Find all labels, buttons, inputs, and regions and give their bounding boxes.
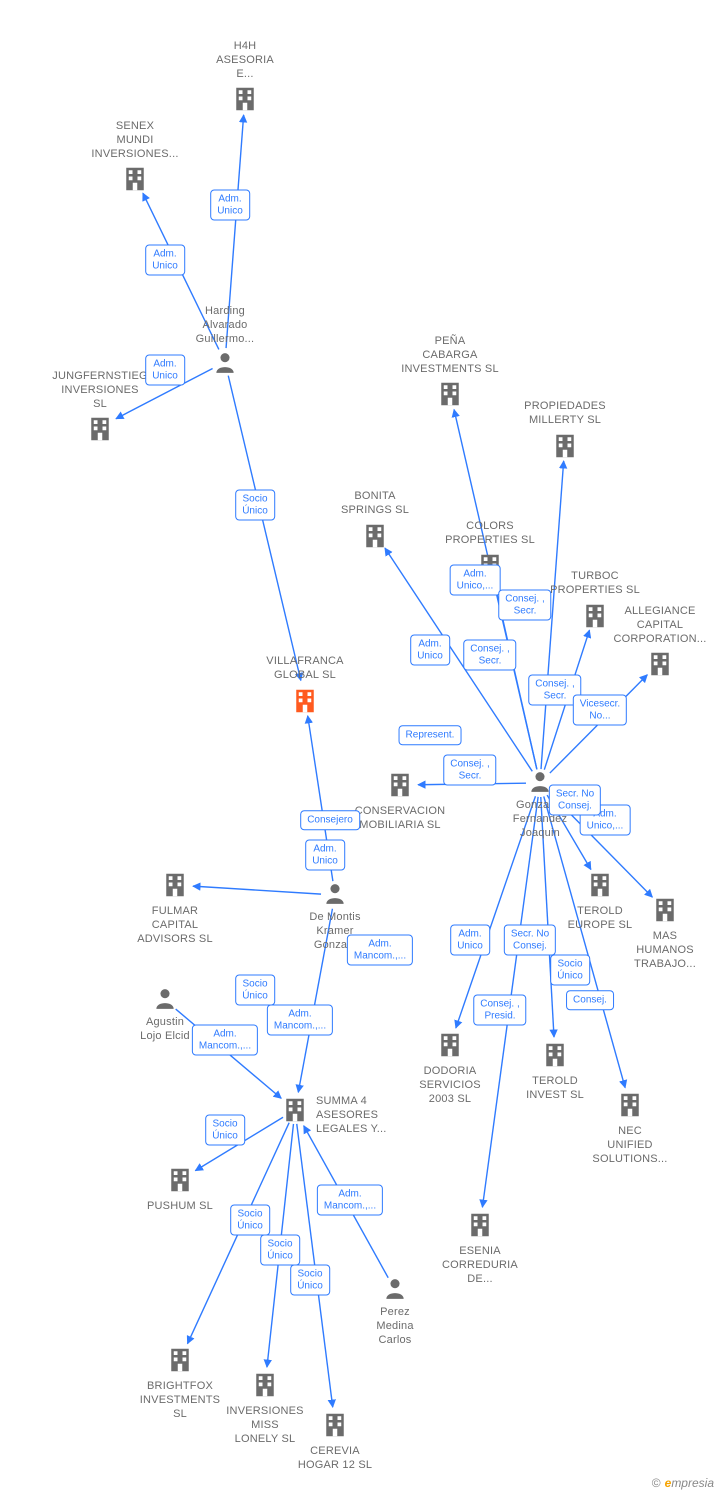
node-h4h[interactable]: H4HASESORIAE...: [190, 40, 300, 119]
node-label: TURBOCPROPERTIES SL: [540, 570, 650, 598]
node-nec[interactable]: NECUNIFIEDSOLUTIONS...: [575, 1090, 685, 1169]
edge-label: Consej. , Secr.: [498, 590, 551, 621]
edge-label: Consej. , Secr.: [443, 755, 496, 786]
edge-label: Socio Único: [205, 1115, 245, 1146]
node-cerevia[interactable]: CEREVIAHOGAR 12 SL: [280, 1410, 390, 1476]
edge-label: Adm. Unico: [410, 635, 450, 666]
node-label: H4HASESORIAE...: [190, 40, 300, 81]
node-label: FULMARCAPITALADVISORS SL: [120, 905, 230, 946]
edge-label: Adm. Mancom.,...: [192, 1025, 258, 1056]
node-label: PROPIEDADESMILLERTY SL: [510, 400, 620, 428]
copyright-symbol: ©: [652, 1476, 661, 1490]
company-icon: [230, 84, 260, 114]
node-label: PerezMedinaCarlos: [340, 1306, 450, 1347]
company-icon: [165, 1345, 195, 1375]
person-icon: [382, 1275, 408, 1301]
person-icon: [322, 880, 348, 906]
node-propmil[interactable]: PROPIEDADESMILLERTY SL: [510, 400, 620, 466]
node-label: ALLEGIANCECAPITALCORPORATION...: [605, 605, 715, 646]
edge-label: Adm. Unico: [145, 245, 185, 276]
edge-label: Adm. Unico,...: [450, 565, 501, 596]
company-icon: [650, 895, 680, 925]
node-conserv[interactable]: CONSERVACIONMOBILIARIA SL: [345, 770, 455, 836]
edge-label: Secr. No Consej.: [504, 925, 556, 956]
edge-label: Consej. , Presid.: [473, 995, 526, 1026]
company-icon: [645, 649, 675, 679]
edge-label: Represent.: [399, 725, 462, 745]
edge-label: Consej.: [566, 990, 614, 1010]
node-label: NECUNIFIEDSOLUTIONS...: [575, 1125, 685, 1166]
node-label: CONSERVACIONMOBILIARIA SL: [345, 805, 455, 833]
node-label: COLORSPROPERTIES SL: [435, 520, 545, 548]
edge-label: Socio Único: [550, 955, 590, 986]
node-label: VILLAFRANCAGLOBAL SL: [250, 655, 360, 683]
node-pushum[interactable]: PUSHUM SL: [125, 1165, 235, 1217]
node-villafranca[interactable]: VILLAFRANCAGLOBAL SL: [250, 655, 360, 721]
person-icon: [152, 985, 178, 1011]
network-diagram: H4HASESORIAE... SENEXMUNDIINVERSIONES...…: [0, 0, 728, 1500]
edge-label: Adm. Unico: [210, 190, 250, 221]
node-label: PUSHUM SL: [125, 1200, 235, 1214]
company-icon: [85, 414, 115, 444]
company-icon: [280, 1095, 310, 1125]
company-icon: [615, 1090, 645, 1120]
edge-label: Adm. Unico: [305, 840, 345, 871]
node-label: PEÑACABARGAINVESTMENTS SL: [395, 335, 505, 376]
node-label: SUMMA 4ASESORESLEGALES Y...: [316, 1095, 386, 1136]
company-icon: [435, 379, 465, 409]
company-icon: [385, 770, 415, 800]
node-label: BONITASPRINGS SL: [320, 490, 430, 518]
company-icon: [320, 1410, 350, 1440]
node-fulmar[interactable]: FULMARCAPITALADVISORS SL: [120, 870, 230, 949]
node-label: HardingAlvaradoGuillermo...: [170, 305, 280, 346]
company-icon: [165, 1165, 195, 1195]
edge-label: Vicesecr. No...: [573, 695, 627, 726]
person-icon: [212, 349, 238, 375]
company-icon: [465, 1210, 495, 1240]
node-jungfern[interactable]: JUNGFERNSTIEGINVERSIONESSL: [45, 370, 155, 449]
edge-label: Adm. Mancom.,...: [267, 1005, 333, 1036]
company-icon: [120, 164, 150, 194]
copyright: © empresia: [652, 1476, 714, 1490]
node-label: JUNGFERNSTIEGINVERSIONESSL: [45, 370, 155, 411]
edge-label: Adm. Unico: [450, 925, 490, 956]
edge-line: [228, 376, 301, 681]
edge-label: Socio Único: [290, 1265, 330, 1296]
node-perez[interactable]: PerezMedinaCarlos: [340, 1275, 450, 1350]
company-icon: [435, 1030, 465, 1060]
edge-label: Adm. Unico: [145, 355, 185, 386]
node-mashum[interactable]: MASHUMANOSTRABAJO...: [610, 895, 720, 974]
edge-label: Socio Único: [230, 1205, 270, 1236]
edge-label: Consej. , Secr.: [463, 640, 516, 671]
edge-label: Adm. Mancom.,...: [347, 935, 413, 966]
edge-label: Consejero: [300, 810, 360, 830]
node-pena[interactable]: PEÑACABARGAINVESTMENTS SL: [395, 335, 505, 414]
node-label: MASHUMANOSTRABAJO...: [610, 930, 720, 971]
company-icon: [360, 521, 390, 551]
node-senex[interactable]: SENEXMUNDIINVERSIONES...: [80, 120, 190, 199]
node-allegiance[interactable]: ALLEGIANCECAPITALCORPORATION...: [605, 605, 715, 684]
company-icon: [250, 1370, 280, 1400]
edge-label: Socio Único: [260, 1235, 300, 1266]
company-icon: [550, 431, 580, 461]
edge-label: Adm. Mancom.,...: [317, 1185, 383, 1216]
edge-label: Socio Único: [235, 975, 275, 1006]
node-harding[interactable]: HardingAlvaradoGuillermo...: [170, 305, 280, 380]
node-label: SENEXMUNDIINVERSIONES...: [80, 120, 190, 161]
node-label: CEREVIAHOGAR 12 SL: [280, 1445, 390, 1473]
brand-rest: mpresia: [671, 1476, 714, 1490]
company-icon: [290, 686, 320, 716]
node-bonita[interactable]: BONITASPRINGS SL: [320, 490, 430, 556]
edge-label: Secr. No Consej.: [549, 785, 601, 816]
node-summa4[interactable]: SUMMA 4ASESORESLEGALES Y...: [280, 1095, 480, 1139]
company-icon: [540, 1040, 570, 1070]
company-icon: [160, 870, 190, 900]
edge-label: Socio Único: [235, 490, 275, 521]
